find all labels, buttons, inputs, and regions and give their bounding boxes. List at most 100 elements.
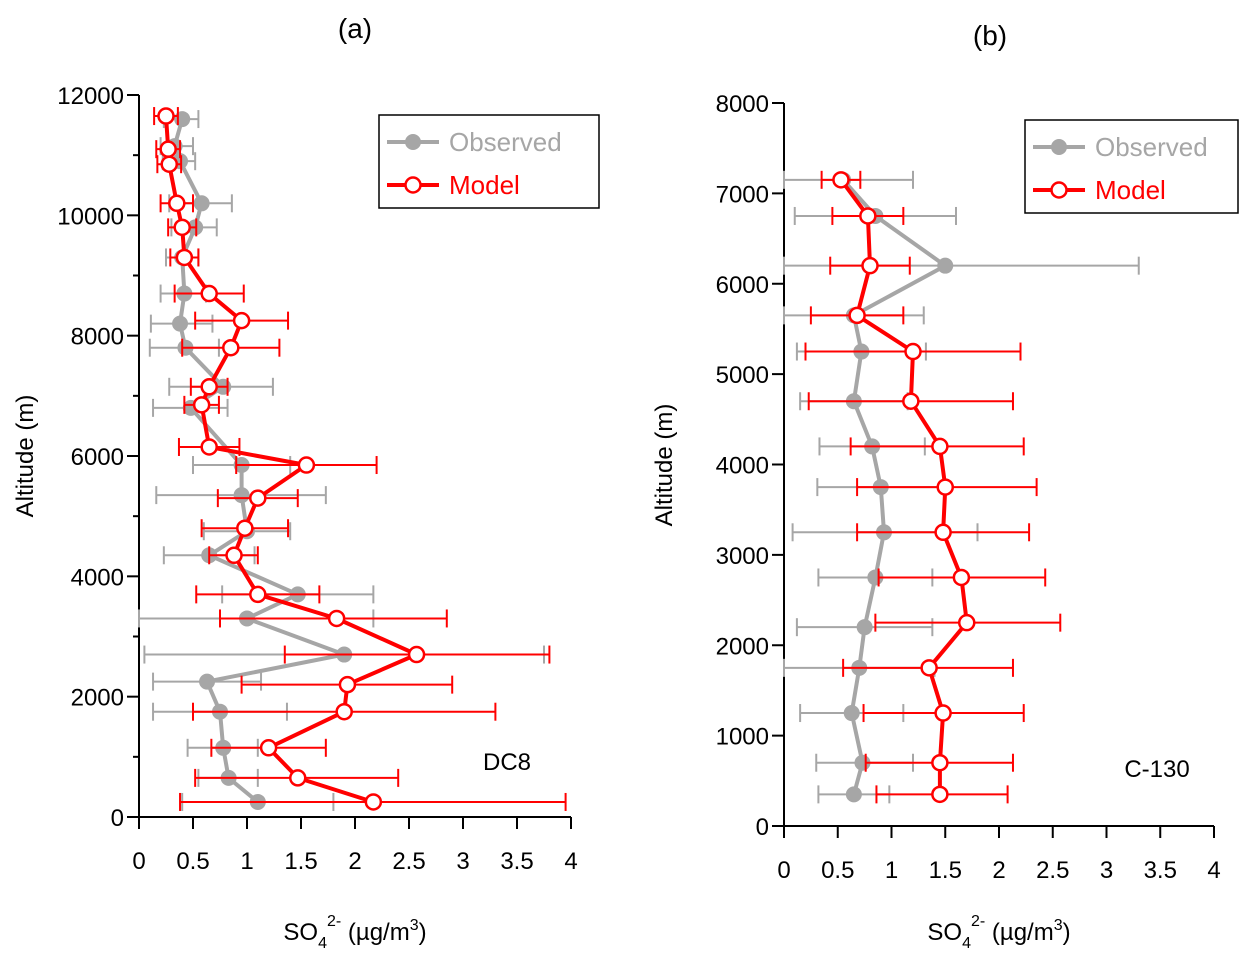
y-axis-label: Altitude (m) (651, 404, 678, 527)
x-axis-label-sub: 4 (962, 935, 971, 952)
data-point (172, 315, 189, 332)
x-tick-label: 1 (885, 857, 898, 884)
x-tick-label: 0 (132, 848, 145, 875)
data-point (160, 155, 178, 173)
y-tick-label: 8000 (716, 91, 769, 118)
panel-a: (a) 0 0.5 1 1.5 2 2.5 3 3.5 4 0 2000 4000 6000 8000 100… (12, 13, 600, 952)
series-line (164, 115, 419, 804)
legend-box (378, 114, 600, 209)
data-point (902, 392, 920, 410)
x-tick-label: 2.5 (392, 848, 425, 875)
data-point (335, 702, 353, 721)
x-tick-label: 1 (240, 848, 253, 875)
x-axis-label-unit-end: ) (1063, 919, 1071, 946)
legend-label-observed: Observed (1095, 132, 1208, 162)
x-axis-label-unit-sup: 3 (410, 917, 419, 934)
x-tick-label: 2.5 (1036, 857, 1069, 884)
y-tick-label: 1000 (716, 724, 769, 751)
x-tick-label: 2 (992, 857, 1005, 884)
x-axis-label-unit-end: ) (419, 919, 427, 946)
x-axis-label-main: SO (927, 919, 962, 946)
data-point (338, 675, 357, 694)
x-tick-label: 4 (1207, 857, 1220, 884)
data-point (236, 519, 254, 537)
x-axis-label-sup: 2- (327, 913, 341, 930)
data-point (952, 568, 971, 587)
data-point (192, 396, 211, 414)
legend: Observed Model (1024, 119, 1239, 214)
y-tick-label: 5000 (716, 362, 769, 389)
panel-label: (a) (338, 13, 372, 44)
x-axis-label: SO42- (µg/m3) (283, 913, 426, 952)
y-tick-label: 4000 (71, 564, 124, 591)
data-point (931, 785, 949, 804)
x-tick-label: 0.5 (821, 857, 854, 884)
legend-label-model: Model (1095, 175, 1166, 205)
data-point (259, 739, 278, 757)
legend: Observed Model (378, 114, 600, 209)
legend-label-observed: Observed (449, 127, 562, 157)
y-tick-label: 2000 (716, 633, 769, 660)
x-axis-label-sub: 4 (318, 935, 327, 952)
data-point (407, 645, 426, 664)
data-point (159, 140, 177, 158)
data-point (249, 489, 267, 507)
y-tick-label: 6000 (716, 272, 769, 299)
aircraft-annotation: DC8 (483, 749, 531, 776)
y-tick-label: 4000 (716, 453, 769, 480)
data-point (225, 546, 243, 565)
legend-marker-filled (1051, 139, 1067, 155)
y-tick-label: 6000 (71, 444, 124, 471)
x-axis-label-sup: 2- (971, 913, 985, 930)
data-point (175, 248, 194, 267)
x-tick-label: 4 (564, 848, 577, 875)
aircraft-annotation: C-130 (1124, 756, 1189, 783)
data-point (232, 311, 251, 330)
data-point (173, 218, 191, 237)
data-point (297, 456, 316, 474)
legend-marker-open (1050, 181, 1068, 199)
data-point (904, 342, 922, 361)
data-point (222, 338, 240, 357)
data-point (934, 523, 952, 542)
y-tick-label: 2000 (71, 685, 124, 712)
x-tick-label: 3 (1100, 857, 1113, 884)
data-point (859, 207, 877, 225)
y-tick-label: 8000 (71, 324, 124, 351)
data-point (364, 793, 383, 811)
x-axis-label-main: SO (283, 919, 318, 946)
series-model (804, 170, 1062, 804)
x-axis-label-unit: (µg/m (341, 919, 410, 946)
data-point (327, 609, 346, 628)
panel-b: (b) 0 0.5 1 1.5 2 2.5 3 3.5 4 0 1000 2000 3000 4000 500… (651, 20, 1239, 952)
series-model (153, 107, 567, 811)
data-point (920, 659, 938, 677)
x-tick-label: 0 (777, 857, 790, 884)
y-tick-label: 12000 (57, 83, 124, 110)
data-point (157, 107, 175, 125)
legend-marker-open (404, 176, 422, 194)
data-point (936, 478, 954, 496)
data-point (233, 487, 250, 504)
data-point (843, 705, 860, 722)
legend-marker-filled (405, 134, 421, 150)
data-point (845, 786, 862, 803)
x-axis-label-unit-sup: 3 (1054, 917, 1063, 934)
data-point (931, 437, 949, 456)
x-tick-label: 1.5 (284, 848, 317, 875)
x-tick-label: 3.5 (500, 848, 533, 875)
data-point (861, 256, 879, 275)
data-point (200, 438, 218, 456)
y-tick-label: 7000 (716, 181, 769, 208)
data-point (249, 585, 267, 604)
x-tick-label: 3.5 (1144, 857, 1177, 884)
y-axis-label: Altitude (m) (12, 395, 39, 518)
data-point (848, 306, 866, 325)
y-tick-label: 3000 (716, 543, 769, 570)
y-tick-label: 0 (756, 814, 769, 841)
x-tick-label: 2 (348, 848, 361, 875)
data-point (958, 613, 976, 632)
x-axis-label-unit: (µg/m (985, 919, 1054, 946)
panel-label: (b) (973, 20, 1007, 51)
